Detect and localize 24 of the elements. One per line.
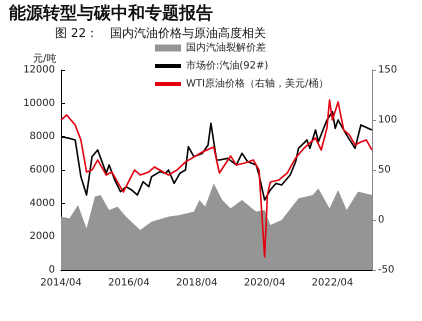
y-tick-label: 2000 [30,231,55,242]
x-tick-label: 2016/04 [108,278,150,288]
y-tick-label: 10000 [23,98,55,109]
chart-subtitle: 图 22： 国内汽油价格与原油高度相关 [55,26,266,40]
y-tick-label: 0 [48,264,55,276]
y2-tick-label: 0 [378,214,384,226]
x-tick-label: 2018/04 [176,278,218,288]
y2-tick-label: -50 [378,264,394,276]
x-tick-label: 2020/04 [244,278,286,288]
y-tick-label: 6000 [30,164,55,176]
legend-label: WTI原油价格（右轴，美元/桶） [186,78,328,90]
y-tick-label: 8000 [30,131,55,142]
x-tick-label: 2022/04 [312,278,354,288]
line-series [60,99,373,258]
chart-title: 能源转型与碳中和专题报告 [9,4,213,24]
y2-tick-label: 150 [378,64,398,76]
legend-label: 国内汽油裂解价差 [186,42,266,54]
x-tick-label: 2014/04 [40,278,82,288]
y-axis-title: 元/吨 [33,52,56,64]
y2-tick-label: 50 [378,164,391,176]
y-tick-label: 4000 [30,198,55,209]
legend-label: 市场价:汽油(92#) [186,60,268,72]
y2-tick-label: 100 [378,114,398,126]
y-tick-label: 12000 [23,64,55,76]
